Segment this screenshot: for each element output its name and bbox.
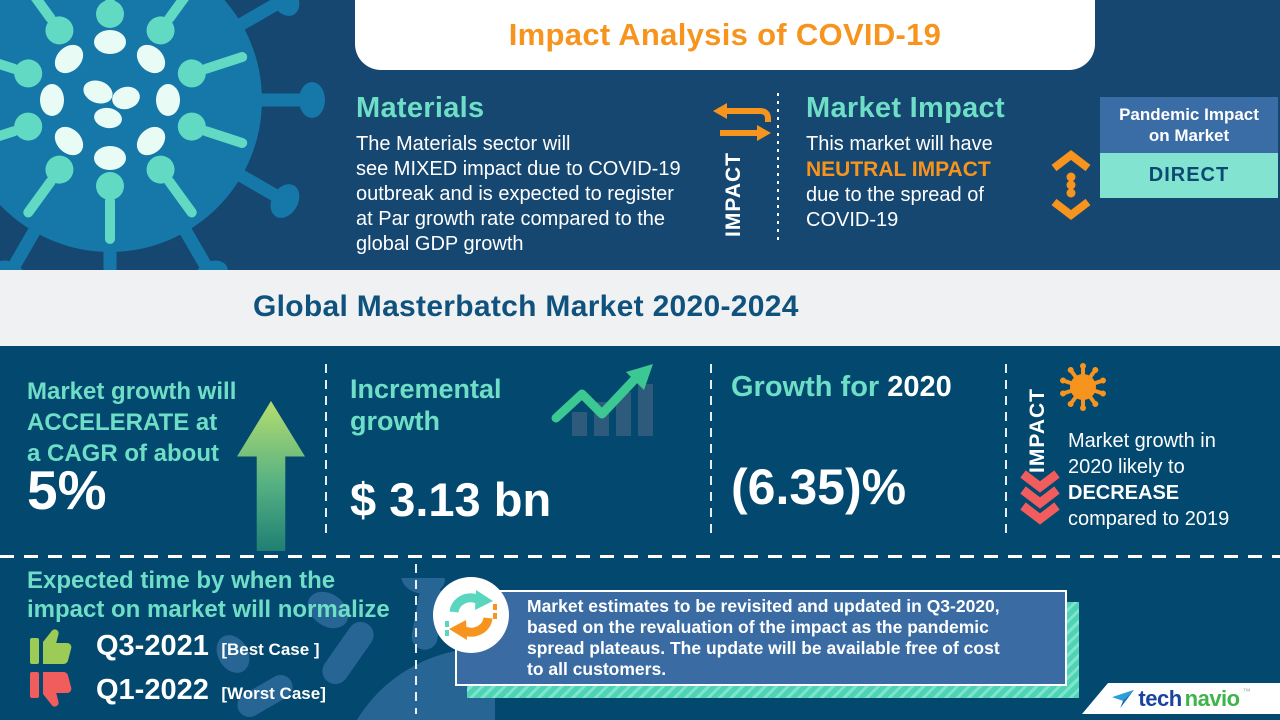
impact-2020-highlight: DECREASE [1068, 482, 1180, 504]
bottom-band: Expected time by when the impact on mark… [0, 558, 1280, 720]
market-title: Global Masterbatch Market 2020-2024 [253, 290, 799, 323]
technavio-arrow-icon [1112, 689, 1135, 708]
market-impact-section: Market Impact This market will have NEUT… [806, 92, 1046, 233]
stats-band: Market growth will ACCELERATE at a CAGR … [0, 346, 1280, 556]
normalize-heading: Expected time by when the impact on mark… [27, 567, 390, 623]
pandemic-impact-value: DIRECT [1100, 153, 1278, 198]
impact-axis-label-top: IMPACT [722, 152, 746, 252]
thumbs-down-icon [30, 672, 72, 707]
impact-axis-text: IMPACT [722, 152, 745, 237]
market-impact-pre: This market will have [806, 133, 993, 155]
impact-axis-text-mid: IMPACT [1026, 388, 1049, 473]
incremental-growth-lead: Incremental growth [350, 374, 502, 436]
growth-chart-icon [551, 364, 653, 436]
best-case-row: Q3-2021 [Best Case ] [30, 626, 320, 666]
coronavirus-illustration-icon [0, 0, 325, 270]
cagr-value: 5% [27, 459, 107, 521]
materials-heading: Materials [356, 92, 485, 124]
pandemic-impact-label: Pandemic Impact on Market [1100, 97, 1278, 153]
materials-section: Materials The Materials sector will see … [356, 92, 716, 257]
materials-body: The Materials sector will see MIXED impa… [356, 133, 681, 255]
market-impact-heading: Market Impact [806, 92, 1005, 124]
virus-icon-orange [1057, 363, 1109, 413]
thumbs-up-icon [30, 629, 72, 664]
banner-title: Impact Analysis of COVID-19 [508, 17, 942, 52]
impact-2020-pre: Market growth in 2020 likely to [1068, 430, 1216, 478]
bottom-section-divider [415, 564, 417, 714]
market-impact-post: due to the spread of COVID-19 [806, 184, 984, 231]
market-impact-highlight: NEUTRAL IMPACT [806, 158, 991, 181]
growth-2020-value: (6.35)% [731, 459, 907, 515]
incremental-growth-value: $ 3.13 bn [350, 473, 552, 526]
growth-up-arrow-icon [237, 401, 305, 551]
stats-divider-2 [710, 364, 712, 540]
growth-2020-lead: Growth for 2020 [731, 371, 952, 404]
technavio-logo: tech navio ™ [1082, 683, 1280, 714]
growth-2020-lead-accent: Growth for [731, 371, 888, 403]
top-section-divider [777, 93, 779, 245]
stats-divider-1 [325, 364, 327, 540]
banner-title-box: Impact Analysis of COVID-19 [355, 0, 1095, 70]
note-box: Market estimates to be revisited and upd… [455, 590, 1067, 686]
logo-navio-text: navio [1184, 685, 1240, 711]
refresh-icon [433, 577, 509, 653]
stats-divider-3 [1005, 364, 1007, 540]
horizontal-dashed-divider [0, 555, 1280, 558]
expand-vertical-arrows-icon [1051, 149, 1091, 221]
cagr-lead: Market growth will ACCELERATE at a CAGR … [27, 378, 237, 467]
note-text: Market estimates to be revisited and upd… [527, 596, 1000, 679]
worst-case-row: Q1-2022 [Worst Case] [30, 670, 326, 710]
worst-case-label: [Worst Case] [221, 683, 326, 703]
growth-2020-lead-year: 2020 [887, 371, 952, 403]
top-band: Impact Analysis of COVID-19 Materials Th… [0, 0, 1280, 270]
best-case-label: [Best Case ] [221, 639, 320, 659]
impact-2020-body: Market growth in 2020 likely to DECREASE… [1068, 428, 1229, 532]
best-case-value: Q3-2021 [96, 629, 209, 662]
logo-trademark: ™ [1242, 687, 1251, 696]
decrease-chevrons-icon [1020, 470, 1060, 525]
market-title-band: Global Masterbatch Market 2020-2024 [0, 270, 1280, 346]
worst-case-value: Q1-2022 [96, 673, 209, 706]
logo-tech-text: tech [1138, 685, 1182, 711]
pandemic-impact-box: Pandemic Impact on Market DIRECT [1100, 97, 1278, 198]
swap-arrows-icon [713, 103, 771, 141]
impact-2020-post: compared to 2019 [1068, 508, 1230, 530]
